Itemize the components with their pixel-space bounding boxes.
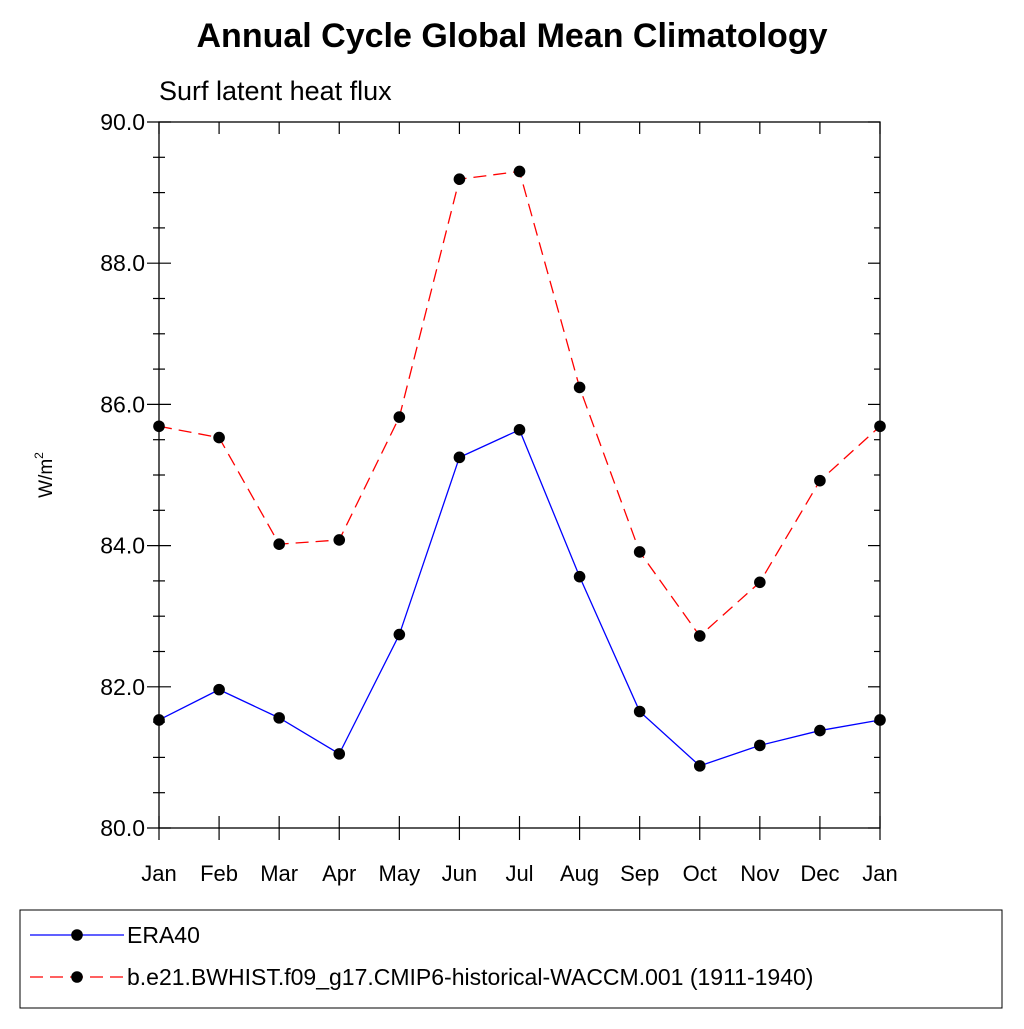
series-2-point — [513, 165, 526, 178]
series-1-point — [453, 451, 466, 464]
series-2-point — [573, 381, 586, 394]
x-tick-label-mar: Mar — [260, 861, 298, 886]
y-tick-label: 80.0 — [100, 815, 145, 841]
series-2-point — [213, 431, 225, 444]
legend-item-1: ERA40 — [30, 922, 200, 948]
series-2-point — [754, 576, 766, 589]
series-2-point — [273, 538, 285, 550]
series-2-point — [153, 420, 165, 433]
series-2-point — [453, 173, 466, 185]
x-tick-label-dec: Dec — [800, 861, 839, 886]
series-1-point — [874, 714, 886, 726]
legend-label-2: b.e21.BWHIST.f09_g17.CMIP6-historical-WA… — [127, 964, 813, 990]
y-axis-label-text: W/m — [36, 459, 57, 498]
series-layer — [153, 165, 886, 772]
series-1-point — [153, 714, 165, 726]
x-tick-label-nov: Nov — [740, 861, 779, 886]
series-2-line — [158, 170, 881, 637]
series-2-point — [874, 420, 886, 433]
y-tick-label: 84.0 — [100, 533, 145, 559]
x-tick-label-apr: Apr — [322, 861, 356, 886]
x-tick-label-jul: Jul — [505, 861, 533, 886]
y-tick-label: 90.0 — [100, 109, 145, 135]
plot-frame — [158, 121, 881, 829]
series-2-point — [814, 474, 826, 487]
series-2-point — [633, 546, 646, 558]
legend-label-1: ERA40 — [127, 922, 200, 948]
x-tick-label-feb: Feb — [200, 861, 238, 886]
y-tick-label: 82.0 — [100, 674, 145, 700]
axis-tick-labels: 80.0 82.0 84.0 86.0 88.0 90.0 Jan Feb Mar Apr May J… — [100, 109, 898, 886]
x-tick-label-aug: Aug — [560, 861, 599, 886]
series-2 — [153, 165, 886, 642]
axis-ticks — [147, 121, 881, 840]
svg-text:W/m2: W/m2 — [32, 452, 57, 498]
chart-title: Annual Cycle Global Mean Climatology — [197, 17, 828, 55]
series-1-point — [333, 748, 346, 760]
series-1-point — [633, 705, 646, 718]
chart-subtitle: Surf latent heat flux — [159, 76, 392, 106]
series-1-point — [273, 712, 285, 724]
legend: ERA40 b.e21.BWHIST.f09_g17.CMIP6-historic… — [30, 922, 813, 990]
series-1 — [153, 424, 886, 772]
x-tick-label-jan: Jan — [141, 861, 176, 886]
series-1-point — [754, 739, 766, 752]
y-axis-label-superscript: 2 — [32, 452, 46, 459]
series-2-point — [693, 630, 706, 642]
y-tick-label: 86.0 — [100, 391, 145, 417]
series-1-point — [573, 570, 586, 583]
series-2-point — [333, 534, 346, 546]
series-1-point — [693, 760, 706, 772]
x-tick-label-sep: Sep — [620, 861, 659, 886]
x-tick-label-jan: Jan — [862, 861, 897, 886]
series-1-line — [158, 428, 881, 767]
y-axis-label: W/m2 — [32, 452, 57, 498]
legend-item-2: b.e21.BWHIST.f09_g17.CMIP6-historical-WA… — [30, 964, 813, 990]
legend-box — [19, 909, 1003, 1009]
x-tick-label-may: May — [379, 861, 421, 886]
x-tick-label-oct: Oct — [683, 861, 717, 886]
legend-marker-2 — [71, 971, 83, 983]
y-tick-label: 88.0 — [100, 250, 145, 276]
legend-marker-1 — [71, 929, 83, 941]
series-1-point — [814, 724, 826, 737]
series-1-point — [393, 628, 406, 641]
series-1-point — [213, 683, 225, 696]
series-2-point — [393, 411, 406, 423]
x-tick-label-jun: Jun — [442, 861, 477, 886]
series-1-point — [513, 424, 526, 436]
